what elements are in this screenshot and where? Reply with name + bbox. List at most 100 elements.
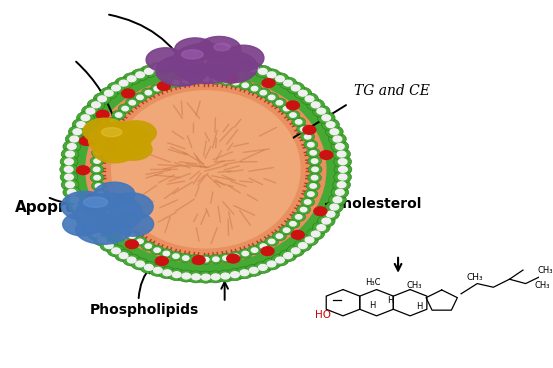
Text: TG and CE: TG and CE <box>354 84 430 98</box>
Circle shape <box>107 216 119 225</box>
Circle shape <box>60 171 78 183</box>
Circle shape <box>333 179 351 191</box>
Circle shape <box>122 106 128 111</box>
Circle shape <box>69 201 86 213</box>
Circle shape <box>201 274 210 280</box>
Circle shape <box>287 82 305 94</box>
Circle shape <box>201 59 210 64</box>
Circle shape <box>283 106 290 111</box>
Ellipse shape <box>146 48 185 72</box>
Circle shape <box>96 110 109 119</box>
Circle shape <box>336 144 344 149</box>
Text: HO: HO <box>315 309 331 319</box>
Circle shape <box>116 113 122 117</box>
Text: Apoprotein: Apoprotein <box>15 200 111 215</box>
Circle shape <box>308 164 322 174</box>
Circle shape <box>322 118 340 131</box>
Circle shape <box>94 159 100 163</box>
Circle shape <box>178 57 195 69</box>
Circle shape <box>77 122 85 128</box>
Circle shape <box>65 194 83 206</box>
Circle shape <box>116 222 122 226</box>
Ellipse shape <box>112 91 300 248</box>
Circle shape <box>257 88 270 98</box>
Circle shape <box>271 73 289 85</box>
Circle shape <box>305 135 311 139</box>
Circle shape <box>122 228 128 232</box>
Circle shape <box>93 234 111 246</box>
Circle shape <box>296 124 311 134</box>
Ellipse shape <box>101 128 122 137</box>
Circle shape <box>310 151 316 155</box>
Circle shape <box>140 66 158 77</box>
Circle shape <box>67 190 76 195</box>
Circle shape <box>304 189 318 199</box>
Circle shape <box>77 166 90 174</box>
Circle shape <box>276 234 283 238</box>
Circle shape <box>202 257 209 262</box>
Ellipse shape <box>76 193 142 233</box>
Ellipse shape <box>94 182 135 206</box>
Circle shape <box>279 77 297 89</box>
Circle shape <box>338 166 347 172</box>
Circle shape <box>219 253 233 263</box>
Circle shape <box>114 77 133 89</box>
Circle shape <box>333 148 351 160</box>
Circle shape <box>112 85 121 91</box>
Circle shape <box>223 256 229 260</box>
Circle shape <box>60 156 78 168</box>
Ellipse shape <box>76 215 132 244</box>
Text: H: H <box>369 301 375 310</box>
Circle shape <box>131 69 149 81</box>
Circle shape <box>221 60 229 66</box>
Circle shape <box>338 174 347 180</box>
Circle shape <box>163 251 170 256</box>
Circle shape <box>301 197 315 207</box>
Circle shape <box>95 184 102 188</box>
Circle shape <box>118 104 132 113</box>
Ellipse shape <box>84 197 108 208</box>
Circle shape <box>158 60 176 72</box>
Circle shape <box>301 234 319 246</box>
Circle shape <box>317 108 326 114</box>
Circle shape <box>63 141 81 152</box>
Ellipse shape <box>181 50 203 59</box>
Circle shape <box>322 218 331 224</box>
Circle shape <box>226 58 244 70</box>
Circle shape <box>240 63 249 69</box>
Circle shape <box>97 142 104 147</box>
Circle shape <box>168 58 186 70</box>
Circle shape <box>303 125 316 134</box>
Circle shape <box>123 254 140 266</box>
Circle shape <box>66 151 74 157</box>
Circle shape <box>182 60 191 66</box>
Circle shape <box>279 250 297 262</box>
Circle shape <box>127 76 136 82</box>
Circle shape <box>101 124 115 134</box>
Circle shape <box>232 254 239 258</box>
Circle shape <box>125 231 139 241</box>
Circle shape <box>207 56 225 68</box>
Ellipse shape <box>198 36 241 61</box>
Ellipse shape <box>108 193 153 220</box>
Circle shape <box>307 142 314 147</box>
Circle shape <box>257 241 270 251</box>
Circle shape <box>144 265 153 270</box>
Circle shape <box>254 261 272 273</box>
Circle shape <box>199 255 213 264</box>
Circle shape <box>238 81 252 90</box>
Circle shape <box>317 215 335 227</box>
Circle shape <box>232 81 239 85</box>
Circle shape <box>236 60 253 72</box>
Circle shape <box>304 140 318 149</box>
Circle shape <box>168 269 186 281</box>
Circle shape <box>94 140 108 149</box>
Circle shape <box>291 117 306 127</box>
Circle shape <box>145 91 152 95</box>
Circle shape <box>190 68 202 77</box>
Circle shape <box>227 254 239 263</box>
Circle shape <box>258 265 267 270</box>
Circle shape <box>61 148 79 160</box>
Circle shape <box>333 136 342 142</box>
Circle shape <box>202 77 209 81</box>
